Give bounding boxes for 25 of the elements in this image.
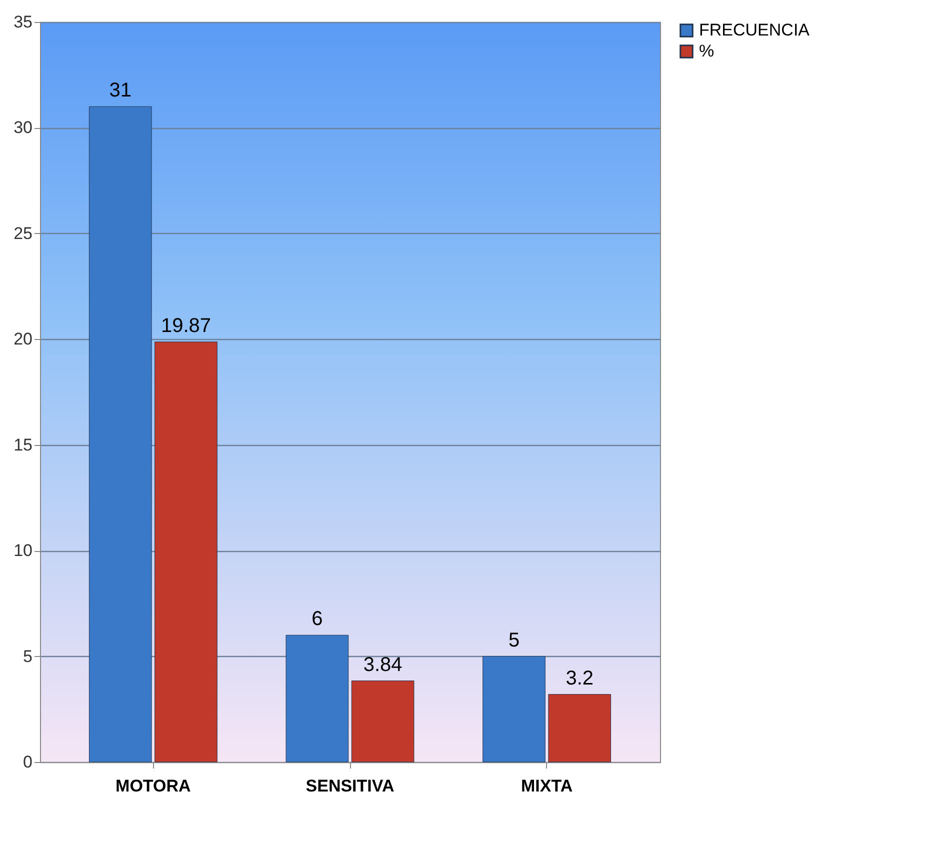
data-label: 5: [508, 629, 520, 652]
x-tick-label: MIXTA: [521, 776, 573, 796]
x-tick-label: MOTORA: [116, 776, 191, 796]
data-label: 19.87: [160, 314, 212, 337]
y-tick-label: 10: [14, 541, 32, 560]
data-label: 31: [109, 80, 132, 102]
y-tick-label: 35: [14, 12, 32, 32]
legend-label: FRECUENCIA: [699, 20, 810, 40]
y-tick-label: 30: [14, 118, 32, 138]
y-tick-label: 20: [14, 330, 32, 349]
data-label: 3.84: [363, 654, 402, 676]
data-label: 3.2: [566, 667, 594, 690]
bar: [351, 680, 414, 762]
bar: [548, 694, 612, 762]
x-tick-label: SENSITIVA: [306, 776, 394, 796]
bar: [482, 656, 546, 762]
y-tick-label: 0: [23, 752, 32, 772]
legend-label: %: [699, 42, 714, 60]
y-tick-label: 5: [23, 646, 32, 666]
data-label: 6: [312, 608, 323, 630]
bar: [88, 106, 152, 762]
bar: [286, 634, 349, 762]
y-tick-label: 25: [14, 224, 32, 243]
bar: [154, 342, 218, 762]
y-tick-label: 15: [14, 435, 32, 454]
